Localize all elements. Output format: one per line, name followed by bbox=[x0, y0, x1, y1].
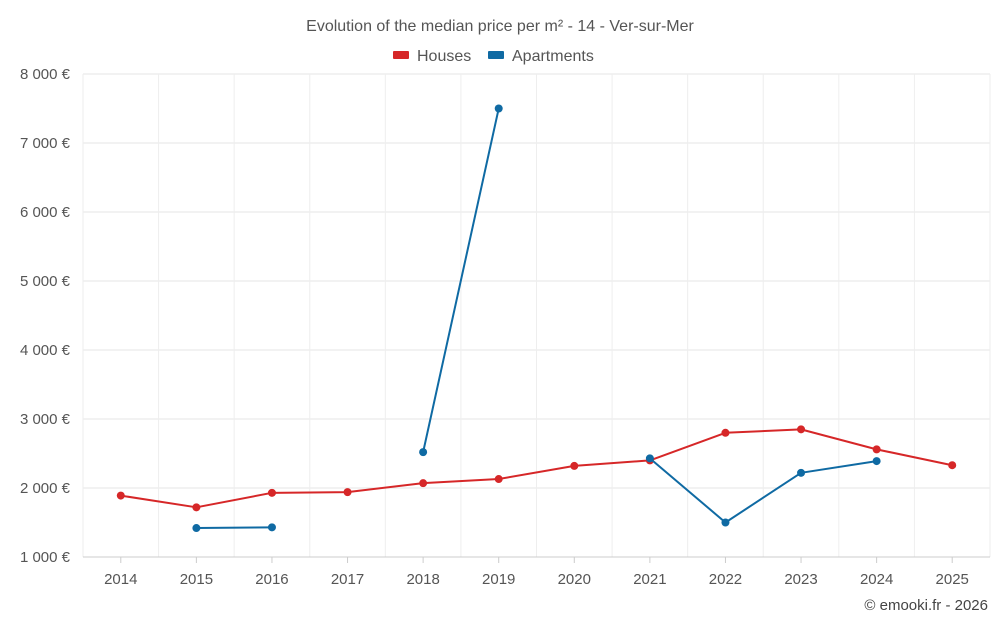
x-tick-label: 2025 bbox=[936, 571, 969, 588]
data-point-apartments[interactable] bbox=[797, 468, 806, 477]
data-point-houses[interactable] bbox=[116, 491, 125, 500]
data-point-apartments[interactable] bbox=[267, 523, 276, 532]
data-point-apartments[interactable] bbox=[645, 454, 654, 463]
x-tick-label: 2023 bbox=[784, 571, 817, 588]
data-point-apartments[interactable] bbox=[494, 104, 503, 113]
footer-credit: © emooki.fr - 2026 bbox=[864, 597, 988, 614]
data-point-houses[interactable] bbox=[267, 488, 276, 497]
x-tick-label: 2018 bbox=[406, 571, 439, 588]
legend-label-apartments: Apartments bbox=[512, 48, 594, 65]
data-point-houses[interactable] bbox=[797, 425, 806, 434]
y-tick-label: 2 000 € bbox=[20, 480, 71, 497]
data-point-apartments[interactable] bbox=[872, 457, 881, 466]
data-point-apartments[interactable] bbox=[419, 448, 428, 457]
x-tick-label: 2016 bbox=[255, 571, 288, 588]
data-point-apartments[interactable] bbox=[721, 518, 730, 527]
data-point-houses[interactable] bbox=[570, 461, 579, 470]
data-point-houses[interactable] bbox=[721, 428, 730, 437]
y-tick-label: 5 000 € bbox=[20, 273, 71, 290]
legend-item-apartments[interactable]: Apartments bbox=[488, 48, 594, 65]
series-line-apartments bbox=[422, 107, 500, 454]
y-tick-label: 6 000 € bbox=[20, 204, 71, 221]
y-tick-label: 3 000 € bbox=[20, 411, 71, 428]
y-tick-label: 7 000 € bbox=[20, 135, 71, 152]
data-point-houses[interactable] bbox=[948, 461, 957, 470]
x-tick-label: 2014 bbox=[104, 571, 137, 588]
x-tick-label: 2020 bbox=[558, 571, 591, 588]
legend-swatch-apartments bbox=[488, 51, 504, 59]
data-point-houses[interactable] bbox=[419, 479, 428, 488]
legend-item-houses[interactable]: Houses bbox=[393, 48, 471, 65]
x-tick-label: 2024 bbox=[860, 571, 893, 588]
data-point-houses[interactable] bbox=[872, 445, 881, 454]
x-tick-label: 2017 bbox=[331, 571, 364, 588]
y-tick-label: 1 000 € bbox=[20, 549, 71, 566]
x-tick-label: 2015 bbox=[180, 571, 213, 588]
series-layer bbox=[116, 104, 957, 533]
legend-label-houses: Houses bbox=[417, 48, 471, 65]
data-point-apartments[interactable] bbox=[192, 524, 201, 533]
grid bbox=[82, 73, 991, 558]
data-point-houses[interactable] bbox=[192, 503, 201, 512]
axes: 1 000 € 2 000 € 3 000 € 4 000 € 5 000 € 6 000… bbox=[20, 66, 990, 588]
y-tick-label: 4 000 € bbox=[20, 342, 71, 359]
series-line-apartments bbox=[195, 526, 273, 530]
chart-title: Evolution of the median price per m² - 1… bbox=[306, 18, 694, 35]
x-tick-label: 2019 bbox=[482, 571, 515, 588]
data-point-houses[interactable] bbox=[343, 488, 352, 497]
series-line-apartments bbox=[648, 457, 878, 524]
legend: Houses Apartments bbox=[393, 48, 594, 65]
y-tick-label: 8 000 € bbox=[20, 66, 71, 83]
data-point-houses[interactable] bbox=[494, 475, 503, 484]
series-line-houses bbox=[119, 428, 954, 509]
series-apartments bbox=[192, 104, 881, 533]
x-tick-label: 2021 bbox=[633, 571, 666, 588]
x-tick-label: 2022 bbox=[709, 571, 742, 588]
legend-swatch-houses bbox=[393, 51, 409, 59]
